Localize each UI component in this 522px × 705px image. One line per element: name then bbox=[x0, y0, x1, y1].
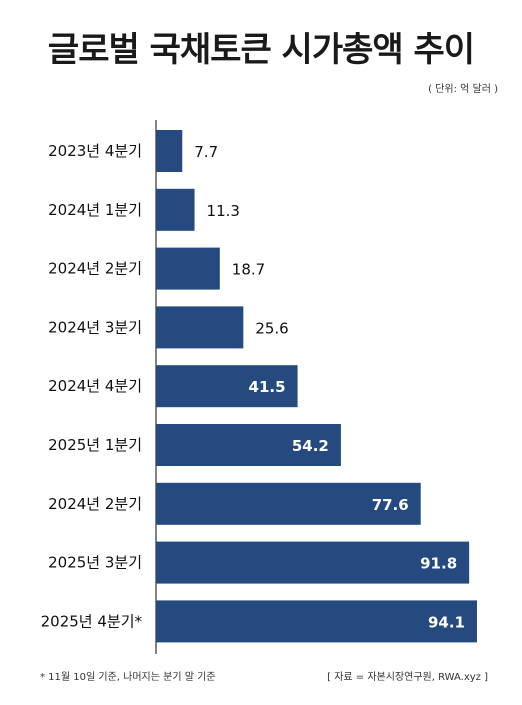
value-label: 54.2 bbox=[292, 437, 329, 455]
source-note: [ 자료 = 자본시장연구원, RWA.xyz ] bbox=[327, 672, 488, 683]
category-label: 2024년 1분기 bbox=[48, 201, 142, 219]
value-label: 7.7 bbox=[194, 143, 218, 161]
bar bbox=[156, 600, 477, 643]
value-label: 18.7 bbox=[232, 261, 265, 279]
bar bbox=[156, 365, 298, 408]
bar bbox=[156, 482, 421, 525]
category-label: 2023년 4분기 bbox=[48, 142, 142, 160]
bar bbox=[156, 247, 220, 290]
footnote: * 11월 10일 기준, 나머지는 분기 말 기준 bbox=[40, 672, 216, 683]
bar bbox=[156, 541, 470, 584]
bar bbox=[156, 306, 244, 349]
value-label: 91.8 bbox=[420, 555, 457, 573]
value-label: 25.6 bbox=[255, 319, 288, 337]
category-label: 2024년 3분기 bbox=[48, 318, 142, 336]
bar bbox=[156, 188, 195, 231]
category-label: 2025년 3분기 bbox=[48, 554, 142, 572]
category-label: 2025년 4분기* bbox=[41, 612, 143, 630]
bar bbox=[156, 130, 183, 172]
category-label: 2024년 2분기 bbox=[48, 260, 142, 278]
unit-note: ( 단위: 억 달러 ) bbox=[428, 84, 498, 95]
value-label: 77.6 bbox=[372, 496, 409, 514]
chart-title: 글로벌 국채토큰 시가총액 추이 bbox=[47, 30, 475, 70]
category-label: 2024년 2분기 bbox=[48, 495, 142, 513]
value-label: 41.5 bbox=[249, 378, 286, 396]
category-label: 2024년 4분기 bbox=[48, 377, 142, 395]
bar bbox=[156, 424, 341, 466]
category-label: 2025년 1분기 bbox=[48, 436, 142, 454]
value-label: 11.3 bbox=[207, 202, 240, 220]
value-label: 94.1 bbox=[428, 613, 465, 631]
